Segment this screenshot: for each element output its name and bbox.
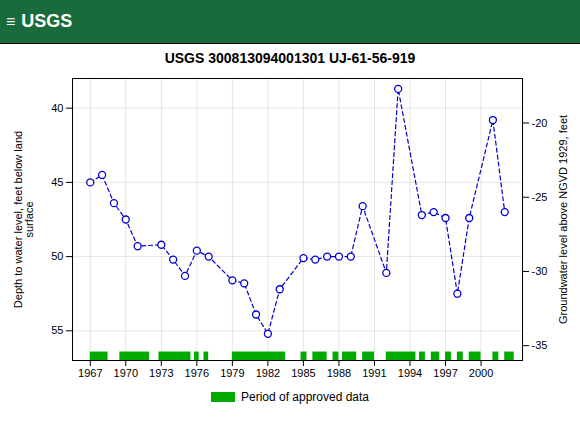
svg-text:1988: 1988 (327, 367, 351, 379)
svg-text:2000: 2000 (469, 367, 493, 379)
svg-text:-30: -30 (532, 265, 548, 277)
svg-text:1991: 1991 (362, 367, 386, 379)
svg-text:1994: 1994 (398, 367, 422, 379)
svg-text:50: 50 (51, 250, 63, 262)
svg-text:1976: 1976 (185, 367, 209, 379)
svg-text:1970: 1970 (114, 367, 138, 379)
svg-text:1982: 1982 (256, 367, 280, 379)
html-text:Period of approved data: Period of approved data (241, 390, 369, 404)
svg-text:55: 55 (51, 324, 63, 336)
html-text:USGS 300813094001301 UJ-61-56-: USGS 300813094001301 UJ-61-56-919 (164, 50, 416, 66)
svg-text:1967: 1967 (78, 367, 102, 379)
svg-text:1979: 1979 (220, 367, 244, 379)
html-text:≡ USGS: ≡ USGS (6, 11, 73, 31)
svg-text:45: 45 (51, 176, 63, 188)
svg-text:-25: -25 (532, 191, 548, 203)
svg-text:Depth to water level, feet bel: Depth to water level, feet below landsur… (12, 131, 35, 308)
svg-text:1997: 1997 (433, 367, 457, 379)
svg-text:1985: 1985 (291, 367, 315, 379)
svg-text:-35: -35 (532, 339, 548, 351)
svg-text:Groundwater level above NGVD 1: Groundwater level above NGVD 1929, feet (557, 115, 569, 324)
svg-text:40: 40 (51, 102, 63, 114)
svg-text:-20: -20 (532, 117, 548, 129)
svg-text:1973: 1973 (149, 367, 173, 379)
